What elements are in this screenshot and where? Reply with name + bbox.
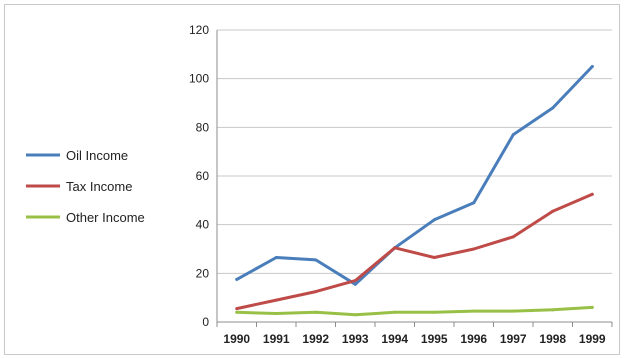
x-tick-label: 1992 <box>302 332 329 346</box>
data-point-tax-income <box>393 246 397 250</box>
data-point-other-income <box>235 310 239 314</box>
data-point-oil-income <box>432 218 436 222</box>
data-point-other-income <box>314 310 318 314</box>
x-tick-label: 1990 <box>223 332 250 346</box>
x-tick-label: 1994 <box>381 332 408 346</box>
data-point-other-income <box>432 310 436 314</box>
data-point-oil-income <box>472 201 476 205</box>
legend-label: Other Income <box>66 210 145 225</box>
data-point-oil-income <box>353 282 357 286</box>
gridlines <box>217 29 612 323</box>
data-point-oil-income <box>551 106 555 110</box>
x-tick-label: 1999 <box>579 332 606 346</box>
series-line-other-income <box>235 305 594 317</box>
y-axis: 0 20 40 60 80 100 120 <box>189 23 218 329</box>
data-point-other-income <box>393 310 397 314</box>
data-point-other-income <box>590 305 594 309</box>
y-tick-label: 100 <box>189 72 209 86</box>
data-point-tax-income <box>590 192 594 196</box>
legend-label: Tax Income <box>66 179 132 194</box>
data-point-oil-income <box>590 65 594 68</box>
data-point-other-income <box>511 309 515 313</box>
data-point-tax-income <box>432 256 436 260</box>
data-point-tax-income <box>511 235 515 239</box>
x-tick-label: 1993 <box>342 332 369 346</box>
x-tick-label: 1998 <box>539 332 566 346</box>
series-lines <box>235 65 594 317</box>
data-point-oil-income <box>235 277 239 281</box>
data-point-oil-income <box>274 256 278 260</box>
x-tick-label: 1997 <box>500 332 527 346</box>
series-line-tax-income <box>235 192 594 311</box>
x-tick-label: 1995 <box>421 332 448 346</box>
data-point-oil-income <box>314 258 318 262</box>
y-tick-label: 40 <box>196 218 210 232</box>
data-point-oil-income <box>511 133 515 137</box>
y-tick-label: 80 <box>196 120 210 134</box>
data-point-tax-income <box>472 247 476 251</box>
data-point-tax-income <box>551 209 555 213</box>
x-axis: 1990 1991 1992 1993 1994 1995 1996 1997 1998 1999 <box>216 321 613 346</box>
data-point-tax-income <box>314 290 318 294</box>
y-tick-label: 60 <box>196 169 210 183</box>
data-point-other-income <box>274 311 278 315</box>
chart-frame <box>4 4 620 355</box>
data-point-other-income <box>472 309 476 313</box>
x-tick-label: 1996 <box>460 332 487 346</box>
data-point-other-income <box>353 313 357 317</box>
series-line-oil-income <box>235 65 594 286</box>
data-point-other-income <box>551 308 555 312</box>
y-tick-label: 120 <box>189 23 209 37</box>
legend-label: Oil Income <box>66 148 128 163</box>
y-tick-label: 0 <box>202 315 209 329</box>
legend: Oil Income Tax Income Other Income <box>26 148 145 225</box>
data-point-tax-income <box>235 307 239 311</box>
y-tick-label: 20 <box>196 266 210 280</box>
data-point-tax-income <box>274 298 278 302</box>
x-tick-label: 1991 <box>263 332 290 346</box>
data-point-tax-income <box>353 279 357 283</box>
